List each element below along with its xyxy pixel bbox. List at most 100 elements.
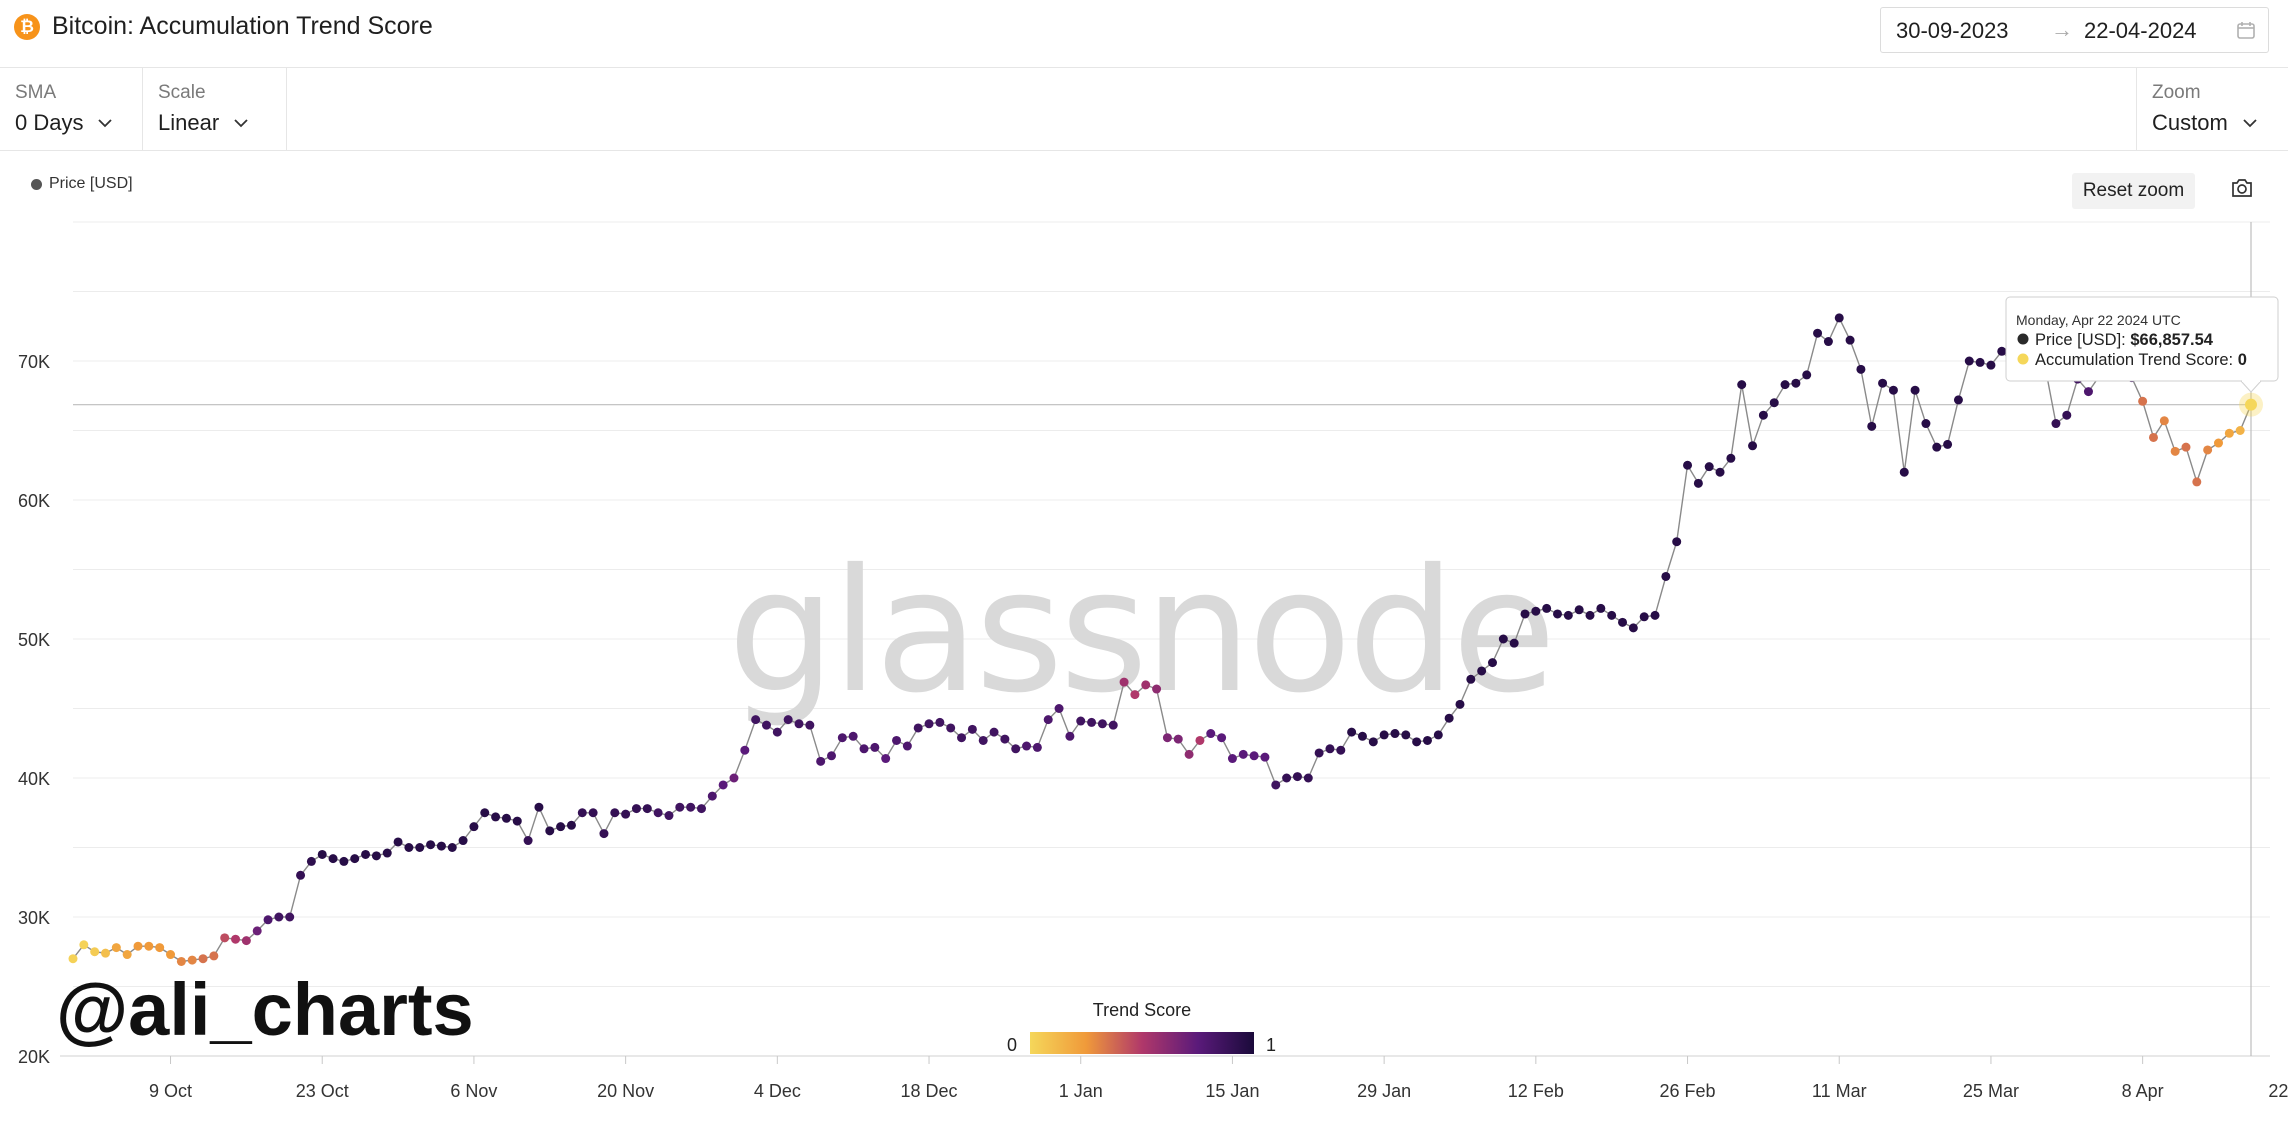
y-tick-label: 30K	[18, 908, 50, 928]
data-point	[2224, 428, 2234, 438]
data-point	[1227, 754, 1237, 764]
data-point	[1618, 617, 1628, 627]
y-tick-label: 40K	[18, 769, 50, 789]
data-point	[1563, 610, 1573, 620]
data-point	[837, 733, 847, 743]
data-point	[610, 808, 620, 818]
data-point	[2062, 410, 2072, 420]
reset-zoom-button[interactable]: Reset zoom	[2072, 173, 2195, 209]
sma-value-group: 0 Days	[15, 110, 113, 136]
data-point	[1672, 537, 1682, 547]
data-point	[1477, 666, 1487, 676]
data-point	[241, 936, 251, 946]
data-point	[231, 934, 241, 944]
data-point	[415, 843, 425, 852]
data-point	[317, 849, 327, 859]
zoom-value: Custom	[2152, 110, 2228, 135]
data-point	[1152, 684, 1162, 694]
scale-dropdown[interactable]: Scale Linear	[143, 68, 287, 150]
data-point	[480, 808, 490, 818]
data-point	[1195, 735, 1205, 745]
x-tick-label: 12 Feb	[1508, 1081, 1564, 1101]
data-point	[1553, 609, 1563, 619]
data-point	[371, 851, 381, 861]
data-point	[1542, 603, 1552, 613]
data-point	[1401, 730, 1411, 740]
data-point	[978, 735, 988, 745]
data-point	[361, 849, 371, 859]
data-point	[686, 802, 696, 812]
date-range-picker[interactable]: 30-09-2023 → 22-04-2024	[1880, 7, 2269, 53]
sma-dropdown[interactable]: SMA 0 Days	[0, 68, 143, 150]
data-point	[1802, 370, 1812, 380]
data-point	[935, 717, 945, 727]
data-point	[1206, 729, 1216, 739]
data-point	[1076, 716, 1086, 726]
data-point	[176, 956, 186, 966]
data-point	[967, 724, 977, 734]
data-point	[946, 723, 956, 733]
data-point	[2051, 419, 2061, 429]
data-point	[1823, 337, 1833, 347]
data-point	[545, 826, 555, 836]
data-point	[1282, 773, 1292, 783]
data-point	[133, 941, 143, 951]
scale-value-group: Linear	[158, 110, 249, 136]
controls-bar: SMA 0 Days Scale Linear Zoom Custom	[0, 68, 2288, 151]
x-tick-label: 25 Mar	[1963, 1081, 2019, 1101]
data-point	[512, 816, 522, 826]
data-point	[1715, 467, 1725, 477]
legend-label: Price [USD]	[49, 175, 133, 192]
data-point	[1433, 730, 1443, 740]
data-point	[1997, 346, 2007, 356]
legend-dot-icon	[31, 178, 42, 190]
x-tick-label: 6 Nov	[450, 1081, 497, 1101]
data-point	[1726, 453, 1736, 463]
data-point	[306, 856, 316, 866]
data-point	[274, 912, 284, 922]
data-point	[1325, 744, 1335, 754]
data-point	[1737, 380, 1747, 390]
data-point	[761, 720, 771, 730]
colorbar-max-label: 1	[1266, 1035, 1276, 1055]
data-point	[1184, 749, 1194, 759]
sma-label: SMA	[15, 82, 57, 103]
data-point	[588, 808, 598, 818]
data-point	[1238, 749, 1248, 759]
data-point	[79, 940, 89, 950]
calendar-icon[interactable]	[2236, 20, 2256, 40]
data-point	[144, 941, 154, 951]
data-point	[870, 742, 880, 752]
data-point	[1813, 328, 1823, 338]
data-point	[1769, 398, 1779, 408]
data-point	[469, 822, 479, 832]
data-point	[1271, 780, 1281, 790]
camera-icon[interactable]	[2230, 178, 2254, 198]
data-point	[2148, 432, 2158, 442]
chart-legend[interactable]: Price [USD]	[31, 175, 133, 193]
tooltip-price-dot-icon	[2017, 333, 2029, 345]
data-point	[404, 843, 414, 852]
data-point	[1065, 731, 1075, 741]
scale-label: Scale	[158, 82, 206, 103]
data-point	[1000, 734, 1010, 744]
zoom-dropdown[interactable]: Zoom Custom	[2136, 68, 2288, 150]
data-point	[1130, 690, 1140, 700]
data-point	[892, 735, 902, 745]
data-point	[848, 731, 858, 741]
data-point	[1390, 729, 1400, 739]
data-point	[209, 951, 219, 961]
tooltip-score-label: Accumulation Trend Score:	[2035, 351, 2238, 369]
data-point	[187, 955, 197, 965]
date-to-input[interactable]: 22-04-2024	[2084, 18, 2197, 43]
data-point	[1455, 699, 1465, 709]
date-from-input[interactable]: 30-09-2023	[1896, 18, 2009, 43]
data-point	[599, 829, 609, 839]
x-tick-label: 9 Oct	[149, 1081, 192, 1101]
x-tick-label: 26 Feb	[1660, 1081, 1716, 1101]
data-point	[675, 802, 685, 812]
data-point	[1379, 730, 1389, 740]
data-point	[2192, 477, 2202, 487]
tooltip-price-value: $66,857.54	[2130, 331, 2213, 349]
